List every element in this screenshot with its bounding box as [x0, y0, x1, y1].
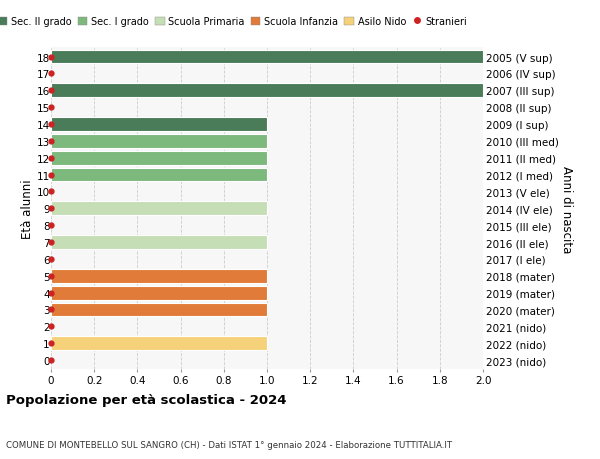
Bar	[51, 84, 483, 98]
Y-axis label: Anni di nascita: Anni di nascita	[560, 165, 572, 252]
Bar	[51, 336, 267, 350]
Y-axis label: Età alunni: Età alunni	[20, 179, 34, 239]
Bar	[51, 151, 267, 165]
Text: Popolazione per età scolastica - 2024: Popolazione per età scolastica - 2024	[6, 393, 287, 406]
Bar	[51, 50, 483, 64]
Bar	[51, 168, 267, 182]
Bar	[51, 235, 267, 249]
Bar	[51, 286, 267, 300]
Legend: Sec. II grado, Sec. I grado, Scuola Primaria, Scuola Infanzia, Asilo Nido, Stran: Sec. II grado, Sec. I grado, Scuola Prim…	[0, 16, 468, 28]
Bar	[51, 118, 267, 132]
Bar	[51, 202, 267, 216]
Bar	[51, 269, 267, 283]
Text: COMUNE DI MONTEBELLO SUL SANGRO (CH) - Dati ISTAT 1° gennaio 2024 - Elaborazione: COMUNE DI MONTEBELLO SUL SANGRO (CH) - D…	[6, 440, 452, 449]
Bar	[51, 134, 267, 148]
Bar	[51, 303, 267, 317]
